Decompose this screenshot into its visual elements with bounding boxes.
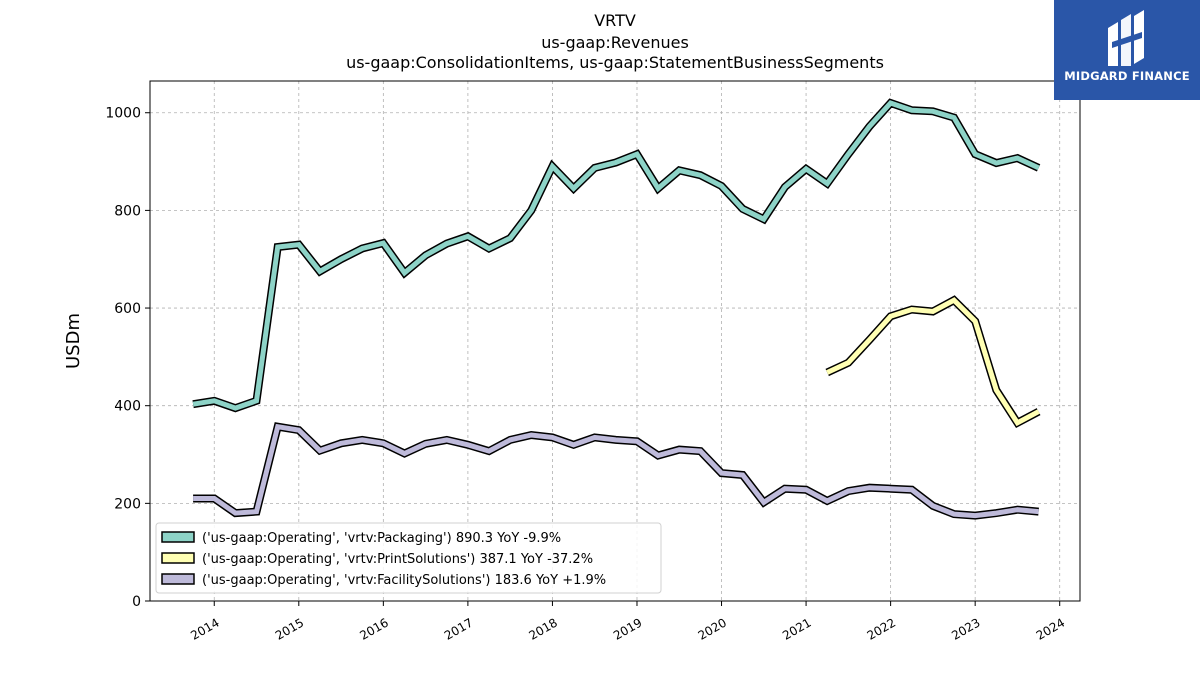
legend-swatch <box>161 531 195 543</box>
legend-label: ('us-gaap:Operating', 'vrtv:PrintSolutio… <box>202 552 593 567</box>
x-tick-label: 2014 <box>188 615 221 642</box>
x-tick-label: 2020 <box>696 615 729 642</box>
legend-box <box>155 522 662 594</box>
legend-swatch <box>161 552 195 564</box>
legend-swatch <box>161 573 195 585</box>
y-axis-label: USDm <box>63 313 84 369</box>
legend-label: ('us-gaap:Operating', 'vrtv:Packaging') … <box>202 531 561 546</box>
series-stroke <box>193 423 1039 519</box>
y-tick-label: 1000 <box>105 106 141 122</box>
series-stroke <box>826 297 1040 427</box>
plot-area-frame <box>149 80 1081 602</box>
y-tick-label: 0 <box>132 594 141 610</box>
series-line-1 <box>825 295 1041 429</box>
chart-title: VRTV <box>594 11 636 30</box>
series-line-2 <box>193 422 1039 520</box>
series-outline <box>192 98 1041 413</box>
x-tick-label: 2023 <box>949 615 982 642</box>
y-tick-label: 400 <box>114 399 141 415</box>
x-tick-label: 2016 <box>357 615 390 642</box>
chart-subtitle-metric: us-gaap:Revenues <box>541 33 689 52</box>
y-tick-label: 800 <box>114 203 141 219</box>
legend-label: ('us-gaap:Operating', 'vrtv:FacilitySolu… <box>202 573 606 588</box>
x-tick-label: 2022 <box>865 615 898 642</box>
series-stroke <box>192 100 1040 411</box>
legend-item: ('us-gaap:Operating', 'vrtv:PrintSolutio… <box>161 552 593 567</box>
logo-mark-icon <box>1108 10 1144 66</box>
series-line-0 <box>192 98 1041 413</box>
midgard-finance-logo: MIDGARD FINANCE <box>1054 0 1200 100</box>
x-tick-label: 2021 <box>780 615 813 642</box>
y-tick-label: 600 <box>114 301 141 317</box>
series-lines <box>192 98 1041 520</box>
x-tick-label: 2019 <box>611 615 644 642</box>
x-axis-ticks: 2014 2015 2016 2017 2018 2019 2020 2021 2022 2023… <box>188 601 1067 643</box>
x-tick-label: 2017 <box>442 615 475 642</box>
chart-subtitle-dimensions: us-gaap:ConsolidationItems, us-gaap:Stat… <box>346 53 884 72</box>
x-tick-label: 2018 <box>526 615 559 642</box>
logo-text: MIDGARD FINANCE <box>1064 69 1190 83</box>
y-axis-ticks: 0 200 400 600 800 1000 <box>105 106 150 610</box>
legend: ('us-gaap:Operating', 'vrtv:Packaging') … <box>155 522 662 594</box>
x-tick-label: 2015 <box>273 615 306 642</box>
x-tick-label: 2024 <box>1034 615 1067 642</box>
y-tick-label: 200 <box>114 496 141 512</box>
legend-item: ('us-gaap:Operating', 'vrtv:FacilitySolu… <box>161 573 606 588</box>
legend-item: ('us-gaap:Operating', 'vrtv:Packaging') … <box>161 531 561 546</box>
